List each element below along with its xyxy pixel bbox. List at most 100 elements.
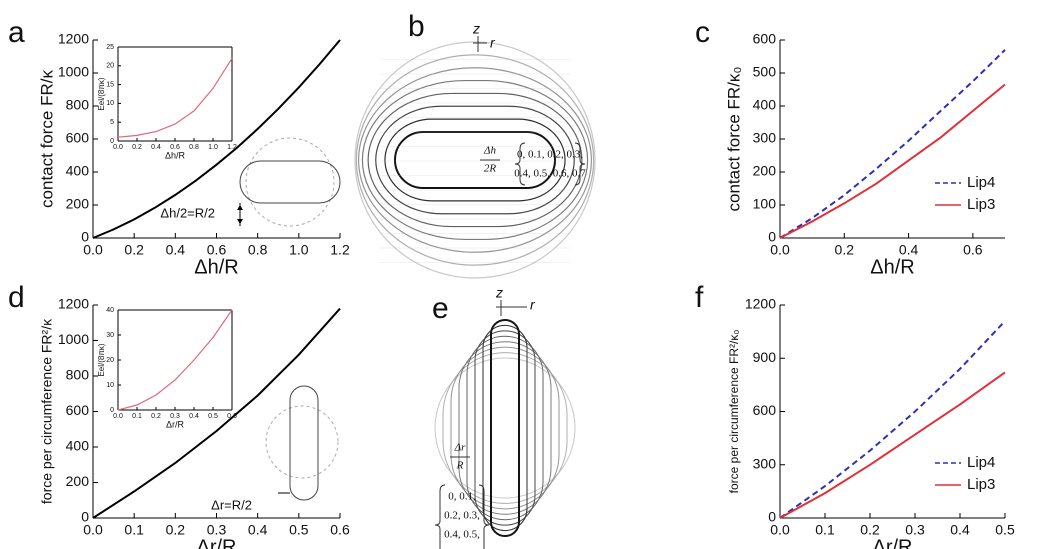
set-line: 0.4, 0.5, 0.6, 0.7 (514, 168, 586, 180)
panel-label: a (8, 16, 25, 49)
x-tick-label: 0.2 (132, 144, 142, 151)
annotation: Δh/2=R/2 (160, 205, 215, 220)
x-tick-label: 1.2 (227, 144, 237, 151)
y-tick-label: 10 (106, 100, 114, 107)
y-tick-label: 1200 (58, 31, 89, 47)
y-tick-label: 0 (110, 407, 114, 414)
annotation: Δr=R/2 (211, 497, 252, 512)
y-tick-label: 0 (768, 509, 776, 525)
x-tick-label: 0.2 (151, 413, 161, 420)
y-tick-label: 25 (106, 44, 114, 51)
y-axis-label: force per circumference FR²/κ₀ (727, 330, 741, 494)
x-axis-label: Δh/R (165, 150, 186, 160)
y-tick-label: 1000 (58, 64, 89, 80)
x-tick-label: 0.2 (166, 521, 186, 537)
y-tick-label: 300 (753, 455, 777, 471)
x-tick-label: 0.2 (124, 241, 144, 257)
y-tick-label: 1200 (58, 296, 89, 312)
panel-label: c (695, 16, 710, 49)
x-tick-label: 0.6 (207, 241, 227, 257)
x-tick-label: 0.6 (963, 241, 983, 257)
x-tick-label: 0.1 (132, 413, 142, 420)
fraction-bottom: 2R (484, 163, 497, 175)
legend-label: Lip4 (967, 174, 995, 191)
y-tick-label: 900 (753, 349, 777, 365)
y-axis-label: force per circumference FR²/κ (39, 318, 55, 504)
x-tick-label: 0.0 (113, 144, 123, 151)
x-axis-label: Δr/R (872, 536, 912, 549)
x-tick-label: 0.8 (248, 241, 268, 257)
y-tick-label: 200 (753, 163, 777, 179)
y-tick-label: 200 (66, 196, 90, 212)
x-tick-label: 1.0 (208, 144, 218, 151)
y-tick-label: 600 (753, 31, 777, 47)
figure: 0.00.20.40.60.81.01.20200400600800100012… (0, 0, 1040, 549)
y-tick-label: 10 (106, 382, 114, 389)
set-line: 0, 0.1, 0.2, 0.3, (517, 149, 583, 161)
y-tick-label: 800 (66, 97, 90, 113)
y-tick-label: 300 (753, 130, 777, 146)
y-tick-label: 30 (106, 332, 114, 339)
x-tick-label: 0.3 (207, 521, 227, 537)
x-axis-label: Δh/R (870, 256, 914, 278)
x-tick-label: 0.4 (166, 241, 186, 257)
x-axis-label: Δh/R (194, 256, 238, 278)
x-tick-label: 0.6 (330, 521, 350, 537)
y-tick-label: 0 (81, 229, 89, 245)
set-line: 0.2, 0.3, (444, 510, 480, 522)
x-tick-label: 0.4 (950, 521, 970, 537)
y-tick-label: 0 (81, 509, 89, 525)
axis-label: z (495, 285, 503, 301)
x-tick-label: 0.6 (227, 413, 237, 420)
y-tick-label: 40 (106, 307, 114, 314)
x-tick-label: 0.8 (189, 144, 199, 151)
y-tick-label: 20 (106, 357, 114, 364)
y-axis-label: contact force FR/κ (37, 70, 56, 208)
set-line: 0, 0.1, (448, 491, 476, 503)
y-tick-label: 200 (66, 473, 90, 489)
y-tick-label: 20 (106, 63, 114, 70)
panel-label: f (695, 281, 704, 314)
panel-label: b (408, 10, 425, 43)
x-tick-label: 0.5 (995, 521, 1015, 537)
axis-label: z (472, 21, 480, 37)
x-tick-label: 0.5 (208, 413, 218, 420)
x-tick-label: 0.0 (113, 413, 123, 420)
y-axis-label: contact force FR/κ₀ (724, 67, 743, 212)
x-tick-label: 1.0 (289, 241, 309, 257)
x-tick-label: 0.3 (905, 521, 925, 537)
x-axis-label: Δr/R (196, 536, 236, 549)
y-tick-label: 0 (110, 138, 114, 145)
x-tick-label: 0.5 (289, 521, 309, 537)
x-tick-label: 0.2 (860, 521, 880, 537)
y-tick-label: 600 (66, 402, 90, 418)
x-tick-label: 0.2 (835, 241, 855, 257)
y-tick-label: 400 (66, 438, 90, 454)
x-tick-label: 0.1 (124, 521, 144, 537)
y-tick-label: 1000 (58, 331, 89, 347)
y-tick-label: 500 (753, 64, 777, 80)
y-tick-label: 15 (106, 81, 114, 88)
y-tick-label: 400 (753, 97, 777, 113)
panel-label: d (8, 281, 25, 314)
legend-label: Lip3 (967, 196, 995, 213)
y-tick-label: 800 (66, 367, 90, 383)
y-axis-label: Eel/(8πκ) (97, 343, 106, 376)
y-tick-label: 400 (66, 163, 90, 179)
legend-label: Lip4 (967, 454, 995, 471)
y-tick-label: 5 (110, 119, 114, 126)
fraction-bottom: R (456, 460, 464, 472)
x-axis-label: Δr/R (166, 419, 185, 429)
legend-label: Lip3 (967, 476, 995, 493)
x-tick-label: 0.4 (151, 144, 161, 151)
x-tick-label: 0.1 (815, 521, 835, 537)
fraction-top: Δr (454, 442, 466, 454)
set-line: 0.4, 0.5, (444, 529, 480, 541)
x-tick-label: 1.2 (330, 241, 350, 257)
y-tick-label: 0 (768, 229, 776, 245)
fraction-top: Δh (483, 145, 496, 157)
y-tick-label: 600 (66, 130, 90, 146)
y-tick-label: 100 (753, 196, 777, 212)
x-tick-label: 0.4 (248, 521, 268, 537)
x-tick-label: 0.4 (189, 413, 199, 420)
